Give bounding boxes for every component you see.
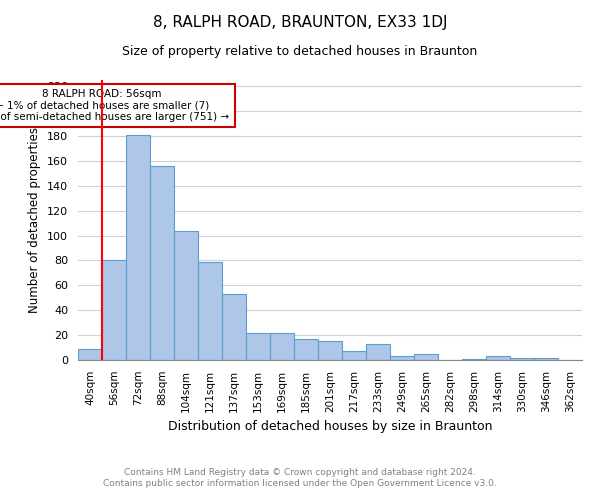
Bar	[222, 294, 246, 360]
Y-axis label: Number of detached properties: Number of detached properties	[28, 127, 41, 313]
Bar	[366, 344, 390, 360]
Bar	[534, 358, 558, 360]
Bar	[342, 352, 366, 360]
Text: 8 RALPH ROAD: 56sqm
← 1% of detached houses are smaller (7)
99% of semi-detached: 8 RALPH ROAD: 56sqm ← 1% of detached hou…	[0, 88, 230, 122]
Bar	[294, 339, 318, 360]
Bar	[198, 262, 222, 360]
Text: Contains HM Land Registry data © Crown copyright and database right 2024.
Contai: Contains HM Land Registry data © Crown c…	[103, 468, 497, 487]
Bar	[270, 332, 294, 360]
Bar	[414, 354, 438, 360]
Bar	[102, 260, 126, 360]
Bar	[486, 356, 510, 360]
Bar	[462, 359, 486, 360]
Bar	[78, 349, 102, 360]
Bar	[510, 358, 534, 360]
Text: 8, RALPH ROAD, BRAUNTON, EX33 1DJ: 8, RALPH ROAD, BRAUNTON, EX33 1DJ	[153, 15, 447, 30]
Bar	[150, 166, 174, 360]
Text: Size of property relative to detached houses in Braunton: Size of property relative to detached ho…	[122, 45, 478, 58]
Bar	[318, 342, 342, 360]
Bar	[390, 356, 414, 360]
Bar	[246, 332, 270, 360]
X-axis label: Distribution of detached houses by size in Braunton: Distribution of detached houses by size …	[168, 420, 492, 433]
Bar	[126, 135, 150, 360]
Bar	[174, 230, 198, 360]
